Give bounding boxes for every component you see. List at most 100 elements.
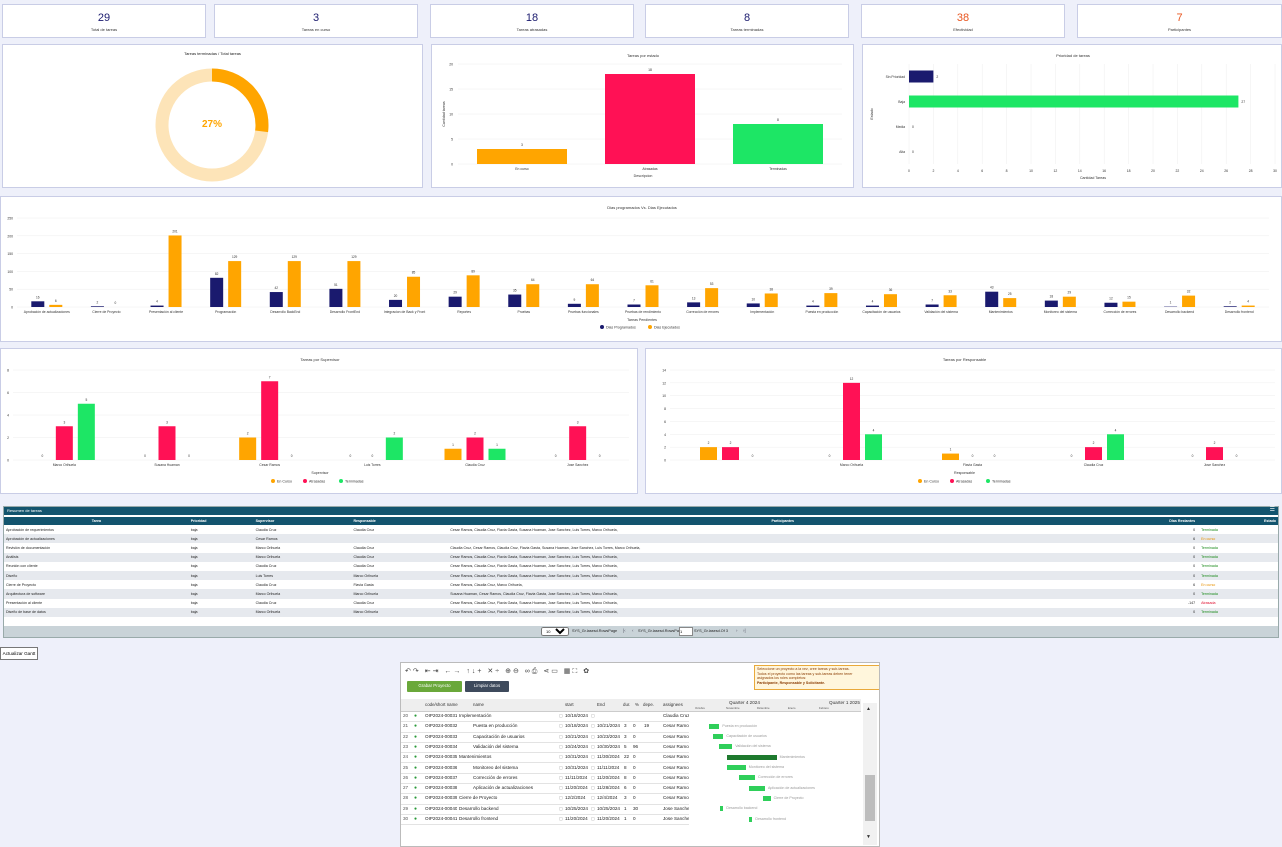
task-name[interactable]: Monitoreo del sistema [473, 764, 518, 770]
task-assignee[interactable]: Cesar Ramos [663, 795, 689, 801]
task-name[interactable]: Validación del sistema [473, 743, 519, 749]
task-percent[interactable]: 0 [633, 733, 636, 739]
task-code[interactable]: OIP2024-00037 [425, 774, 457, 780]
gantt-column-header[interactable]: depe. [643, 702, 654, 707]
calendar-icon[interactable]: ◻ [559, 795, 563, 801]
column-header[interactable]: Prioridad [188, 517, 254, 525]
column-header[interactable]: Participantes [448, 517, 1118, 525]
task-end[interactable]: 10/23/2024 [597, 733, 620, 739]
task-code[interactable]: OIP2024-00039 [425, 795, 457, 801]
task-duration[interactable]: 1 [624, 805, 627, 811]
share-icon[interactable]: ⋖ [543, 668, 552, 675]
table-row[interactable]: Reunión con cliente baja Claudia Cruz Claud… [4, 562, 1278, 571]
calendar-icon[interactable]: ◻ [591, 795, 595, 801]
gantt-bar[interactable] [720, 806, 724, 812]
task-end[interactable]: 10/21/2024 [597, 723, 620, 729]
fullscreen-icon[interactable]: ⛶ [572, 668, 580, 675]
task-assignee[interactable]: Cesar Ramos [663, 774, 689, 780]
task-assignee[interactable]: Cesar Ramos [663, 733, 689, 739]
calendar-icon[interactable]: ◻ [591, 733, 595, 739]
task-duration[interactable]: 6 [624, 785, 627, 791]
task-code[interactable]: OIP2024-00035 [425, 754, 457, 760]
table-row[interactable]: Cierre de Proyecto baja Claudia Cruz Flavia… [4, 580, 1278, 589]
task-assignee[interactable]: Claudia Cruz [663, 713, 689, 718]
update-gantt-button[interactable]: Actualizar Gantt [0, 647, 38, 660]
zoom-in-icon[interactable]: ⊕ [505, 668, 513, 675]
gantt-column-header[interactable]: End [597, 702, 605, 707]
task-start[interactable]: 10/25/2024 [565, 805, 588, 811]
gantt-column-header[interactable]: name [473, 702, 484, 707]
task-code[interactable]: OIP2024-00033 [425, 733, 457, 739]
task-name[interactable]: Corrección de errores [473, 774, 518, 780]
gantt-bar[interactable] [749, 785, 765, 791]
task-code[interactable]: OIP2024-00031 [425, 713, 457, 718]
task-start[interactable]: 12/2/2024 [565, 795, 586, 801]
task-assignee[interactable]: Jose Sanchez [663, 805, 689, 811]
task-code[interactable]: OIP2024-00036 [425, 764, 457, 770]
gantt-column-header[interactable]: start [565, 702, 574, 707]
task-percent[interactable]: 0 [633, 723, 636, 729]
print-icon[interactable]: ⎙ [531, 668, 540, 675]
task-end[interactable]: 10/25/2024 [597, 805, 620, 811]
next-page-icon[interactable]: › [736, 628, 738, 633]
undo-icon[interactable]: ↶ [405, 668, 413, 675]
task-start[interactable]: 11/20/2024 [565, 785, 588, 791]
task-code[interactable]: OIP2024-00034 [425, 743, 457, 749]
task-name[interactable]: Cierre de Proyecto [459, 795, 498, 801]
gantt-row[interactable]: 28 ● OIP2024-00039 Cierre de Proyecto ◻ 12/2/… [401, 793, 689, 805]
task-assignee[interactable]: Cesar Ramos [663, 743, 689, 749]
table-row[interactable]: Diseño baja Luis Torres Marco Orihuela Cesar… [4, 570, 1278, 581]
gantt-bar[interactable] [739, 775, 755, 781]
add-icon[interactable]: + [477, 668, 484, 675]
task-duration[interactable]: 3 [624, 795, 627, 801]
calendar-icon[interactable]: ◻ [591, 816, 595, 821]
calendar-icon[interactable]: ◻ [591, 723, 595, 729]
scroll-up-icon[interactable]: ▲ [866, 706, 871, 712]
task-percent[interactable]: 0 [633, 785, 636, 791]
task-end[interactable]: 11/11/2024 [597, 764, 620, 770]
task-end[interactable]: 10/30/2024 [597, 743, 620, 749]
task-percent[interactable]: 0 [633, 754, 636, 760]
calendar-icon[interactable]: ◻ [559, 785, 563, 791]
task-duration[interactable]: 1 [624, 816, 627, 821]
indent-icon[interactable]: ⇤ [424, 668, 433, 675]
task-name[interactable]: Desarrollo backend [459, 805, 499, 811]
task-code[interactable]: OIP2024-00040 [425, 805, 457, 811]
zoom-out-icon[interactable]: ⊖ [512, 668, 521, 675]
calendar-icon[interactable]: ◻ [591, 754, 595, 760]
task-code[interactable]: OIP2024-00038 [425, 785, 457, 791]
task-duration[interactable]: 22 [624, 754, 630, 760]
table-row[interactable]: Diseño de base de datos baja Marco Orihuel… [4, 607, 1278, 617]
gantt-row[interactable]: 25 ● OIP2024-00036 Monitoreo del sistema ◻ 10… [401, 763, 689, 774]
page-input[interactable] [679, 627, 693, 636]
palette-icon[interactable]: ✿ [583, 668, 592, 675]
task-percent[interactable]: 96 [633, 743, 639, 749]
task-code[interactable]: OIP2024-00041 [425, 816, 457, 821]
first-page-icon[interactable]: |‹ [623, 628, 626, 633]
task-end[interactable]: 11/30/2024 [597, 754, 620, 760]
task-dependency[interactable]: 19 [644, 723, 650, 729]
task-name[interactable]: Implementación [459, 713, 492, 718]
table-row[interactable]: Arquitectura de software baja Marco Orihue… [4, 589, 1278, 599]
calendar-icon[interactable]: ◻ [591, 743, 595, 749]
gantt-row[interactable]: 26 ● OIP2024-00037 Corrección de errores ◻ 11… [401, 773, 689, 785]
gantt-column-header[interactable]: dur. [623, 702, 631, 707]
gantt-row[interactable]: 21 ● OIP2024-00032 Puesta en producción ◻ 10/… [401, 721, 689, 733]
gantt-column-header[interactable]: assignees [663, 702, 683, 707]
gantt-row[interactable]: 20 ● OIP2024-00031 Implementación ◻ 10/18/202… [401, 711, 689, 723]
calendar-icon[interactable]: ◻ [591, 805, 595, 811]
layout-icon[interactable]: ▭ [551, 668, 560, 675]
task-assignee[interactable]: Jose Sanchez [663, 816, 689, 821]
calendar-icon[interactable]: ◻ [591, 774, 595, 780]
gantt-bar[interactable] [713, 734, 724, 740]
task-end[interactable]: 11/20/2024 [597, 774, 620, 780]
task-code[interactable]: OIP2024-00032 [425, 723, 457, 729]
calendar-icon[interactable]: ◻ [559, 816, 563, 821]
last-page-icon[interactable]: ›| [743, 628, 746, 633]
task-percent[interactable]: 30 [633, 805, 639, 811]
table-row[interactable]: Aprobación de actualizaciones baja Cesar R… [4, 534, 1278, 544]
gantt-row[interactable]: 29 ● OIP2024-00040 Desarrollo backend ◻ 10/25… [401, 804, 689, 815]
calendar-icon[interactable]: ◻ [559, 805, 563, 811]
task-start[interactable]: 10/21/2024 [565, 733, 588, 739]
scroll-down-icon[interactable]: ▼ [866, 834, 871, 840]
